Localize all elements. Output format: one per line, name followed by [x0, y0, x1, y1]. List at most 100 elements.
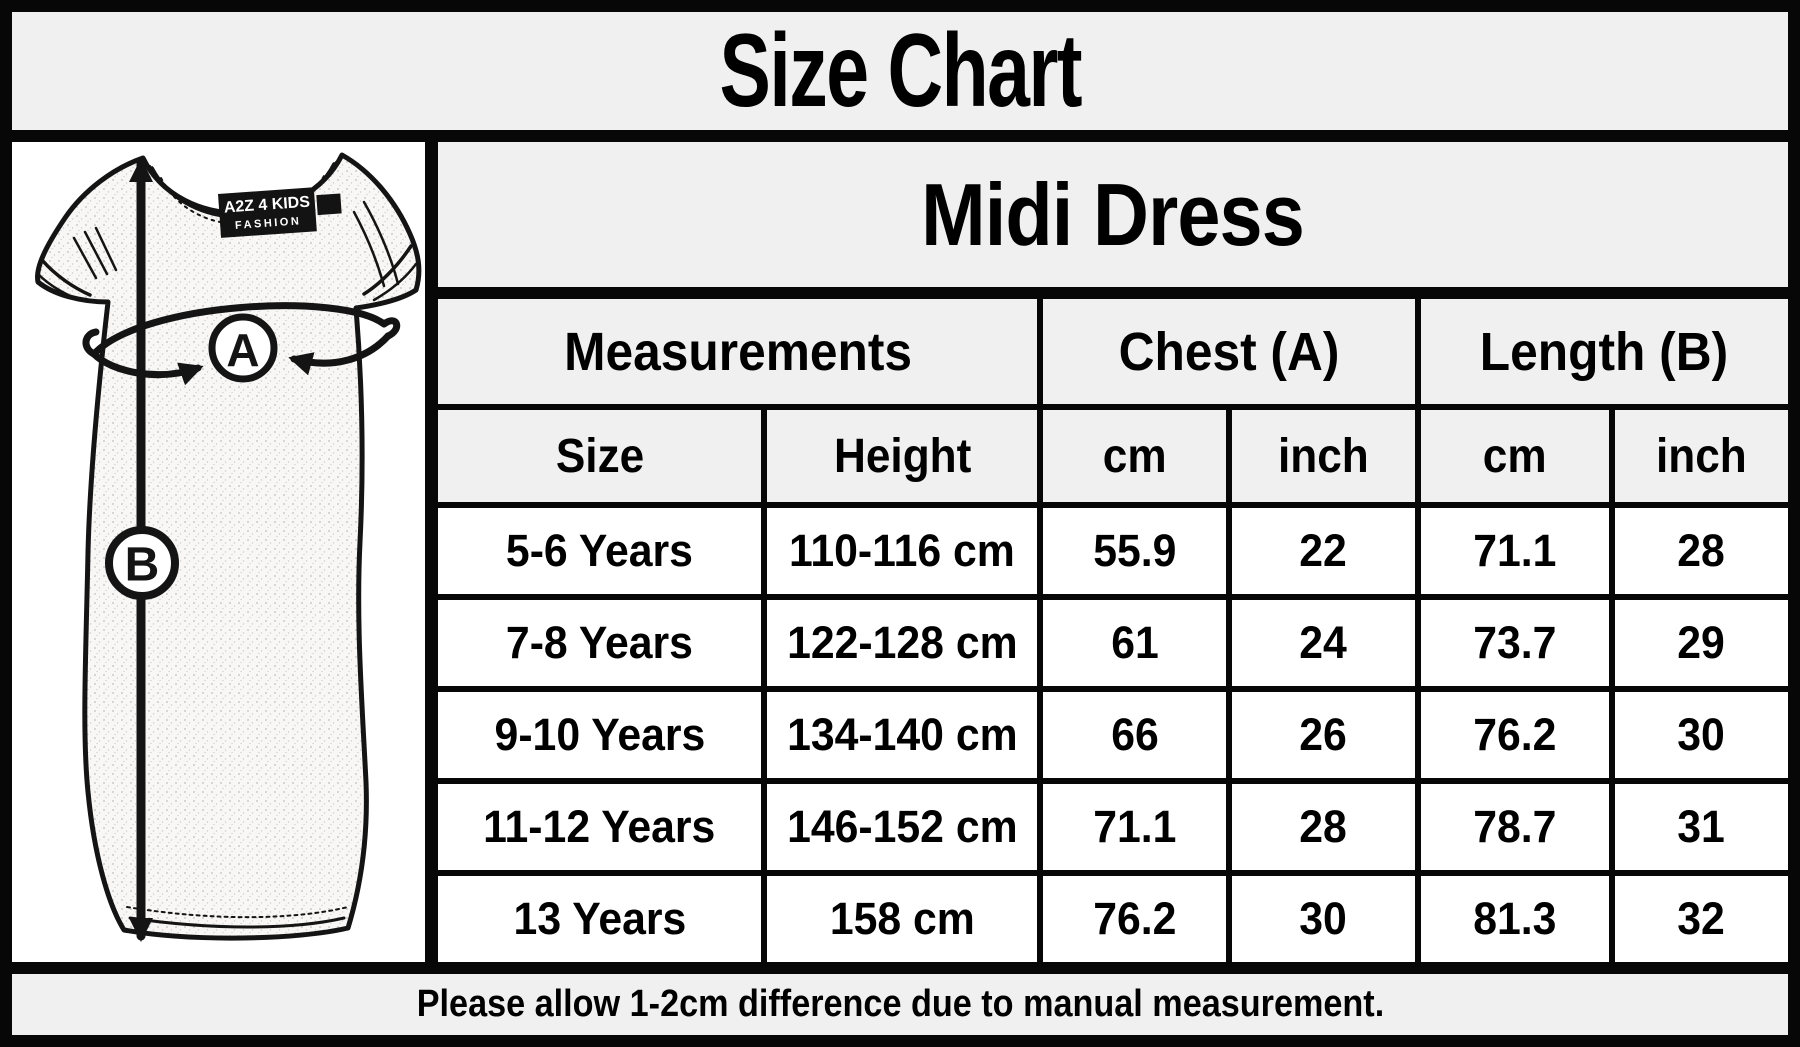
row-0-size: 5-6 Years: [438, 508, 762, 594]
cell-text: 66: [1110, 709, 1159, 760]
row-1-size: 7-8 Years: [438, 600, 762, 686]
row-4-size: 13 Years: [438, 876, 762, 962]
row-4-length-inch: 32: [1614, 876, 1788, 962]
cell-text: 22: [1299, 525, 1347, 576]
dress-diagram-panel: A2Z 4 KIDS FASHION A B: [12, 142, 425, 962]
cell-text: 30: [1299, 893, 1347, 944]
cell-text: 76.2: [1472, 709, 1557, 760]
subheader-length-cm-label: cm: [1482, 429, 1547, 483]
row-3-length-inch: 31: [1614, 784, 1788, 870]
brand-name: A2Z 4 KIDS: [223, 194, 311, 217]
chest-measure-arrow: A: [82, 302, 401, 386]
cell-text: 76.2: [1093, 893, 1177, 944]
length-measure-arrow: B: [105, 158, 179, 942]
cell-text: 61: [1110, 617, 1159, 668]
header-length: Length (B): [1420, 299, 1788, 404]
row-0-length-inch: 28: [1614, 508, 1788, 594]
cell-text: 26: [1299, 709, 1347, 760]
subheader-chest-cm-label: cm: [1102, 429, 1167, 483]
header-chest: Chest (A): [1043, 299, 1415, 404]
cell-text: 110-116 cm: [789, 525, 1016, 576]
brand-tag: A2Z 4 KIDS FASHION: [218, 187, 342, 238]
row-4-length-cm: 81.3: [1420, 876, 1609, 962]
row-3-length-cm: 78.7: [1420, 784, 1609, 870]
subheader-size: Size: [438, 410, 762, 502]
cell-text: 29: [1677, 617, 1726, 668]
cell-text: 7-8 Years: [506, 617, 694, 668]
row-0-length-cm: 71.1: [1420, 508, 1609, 594]
subheader-length-cm: cm: [1420, 410, 1609, 502]
dress-diagram: A2Z 4 KIDS FASHION A B: [12, 142, 425, 942]
subheader-length-inch-label: inch: [1655, 429, 1747, 483]
chest-label: A: [226, 324, 259, 376]
cell-text: 71.1: [1472, 525, 1557, 576]
cell-text: 32: [1677, 893, 1726, 944]
row-1-chest-cm: 61: [1043, 600, 1226, 686]
cell-text: 134-140 cm: [786, 709, 1018, 760]
row-1-chest-inch: 24: [1231, 600, 1415, 686]
row-2-chest-inch: 26: [1231, 692, 1415, 778]
cell-text: 71.1: [1093, 801, 1177, 852]
subheader-height: Height: [767, 410, 1038, 502]
header-chest-label: Chest (A): [1118, 321, 1340, 382]
subheader-length-inch: inch: [1614, 410, 1788, 502]
row-4-height: 158 cm: [767, 876, 1038, 962]
row-1-length-cm: 73.7: [1420, 600, 1609, 686]
row-3-size: 11-12 Years: [438, 784, 762, 870]
row-2-length-inch: 30: [1614, 692, 1788, 778]
row-4-chest-inch: 30: [1231, 876, 1415, 962]
length-label: B: [125, 539, 160, 592]
cell-text: 5-6 Years: [506, 525, 694, 576]
subheader-chest-inch: inch: [1231, 410, 1415, 502]
cell-text: 28: [1299, 801, 1347, 852]
cell-text: 78.7: [1472, 801, 1557, 852]
row-1-length-inch: 29: [1614, 600, 1788, 686]
row-3-chest-cm: 71.1: [1043, 784, 1226, 870]
label-a-circle: [208, 313, 278, 383]
header-measurements: Measurements: [438, 299, 1038, 404]
cell-text: 28: [1677, 525, 1726, 576]
row-4-chest-cm: 76.2: [1043, 876, 1226, 962]
header-length-label: Length (B): [1480, 321, 1729, 382]
label-b-circle: [105, 526, 179, 600]
cell-text: 30: [1677, 709, 1726, 760]
product-header: Midi Dress: [438, 142, 1788, 287]
subheader-height-label: Height: [833, 429, 971, 483]
cell-text: 24: [1299, 617, 1347, 668]
cell-text: 81.3: [1472, 893, 1557, 944]
row-2-chest-cm: 66: [1043, 692, 1226, 778]
row-2-size: 9-10 Years: [438, 692, 762, 778]
footer-note-bar: Please allow 1-2cm difference due to man…: [12, 974, 1788, 1035]
title-bar: Size Chart: [12, 12, 1788, 130]
dress-outline: [38, 155, 419, 938]
cell-text: 55.9: [1093, 525, 1177, 576]
cell-text: 13 Years: [513, 893, 686, 944]
subheader-size-label: Size: [555, 429, 644, 483]
main-area: A2Z 4 KIDS FASHION A B: [12, 142, 1788, 962]
header-measurements-label: Measurements: [563, 321, 912, 382]
row-2-length-cm: 76.2: [1420, 692, 1609, 778]
cell-text: 73.7: [1472, 617, 1557, 668]
cell-text: 146-152 cm: [786, 801, 1018, 852]
cell-text: 31: [1677, 801, 1726, 852]
row-1-height: 122-128 cm: [767, 600, 1038, 686]
row-0-height: 110-116 cm: [767, 508, 1038, 594]
subheader-chest-cm: cm: [1043, 410, 1226, 502]
cell-text: 158 cm: [829, 893, 975, 944]
row-0-chest-inch: 22: [1231, 508, 1415, 594]
page-title: Size Chart: [719, 12, 1082, 129]
row-3-height: 146-152 cm: [767, 784, 1038, 870]
cell-text: 122-128 cm: [786, 617, 1018, 668]
row-0-chest-cm: 55.9: [1043, 508, 1226, 594]
cell-text: 9-10 Years: [494, 709, 705, 760]
subheader-chest-inch-label: inch: [1277, 429, 1369, 483]
row-2-height: 134-140 cm: [767, 692, 1038, 778]
row-3-chest-inch: 28: [1231, 784, 1415, 870]
size-table: Measurements Chest (A) Length (B) Size H…: [438, 299, 1788, 962]
brand-subname: FASHION: [235, 215, 302, 232]
size-table-panel: Midi Dress Measurements Chest (A) Length…: [438, 142, 1788, 962]
product-title: Midi Dress: [921, 164, 1306, 264]
measurement-note: Please allow 1-2cm difference due to man…: [416, 983, 1384, 1025]
cell-text: 11-12 Years: [483, 801, 716, 852]
